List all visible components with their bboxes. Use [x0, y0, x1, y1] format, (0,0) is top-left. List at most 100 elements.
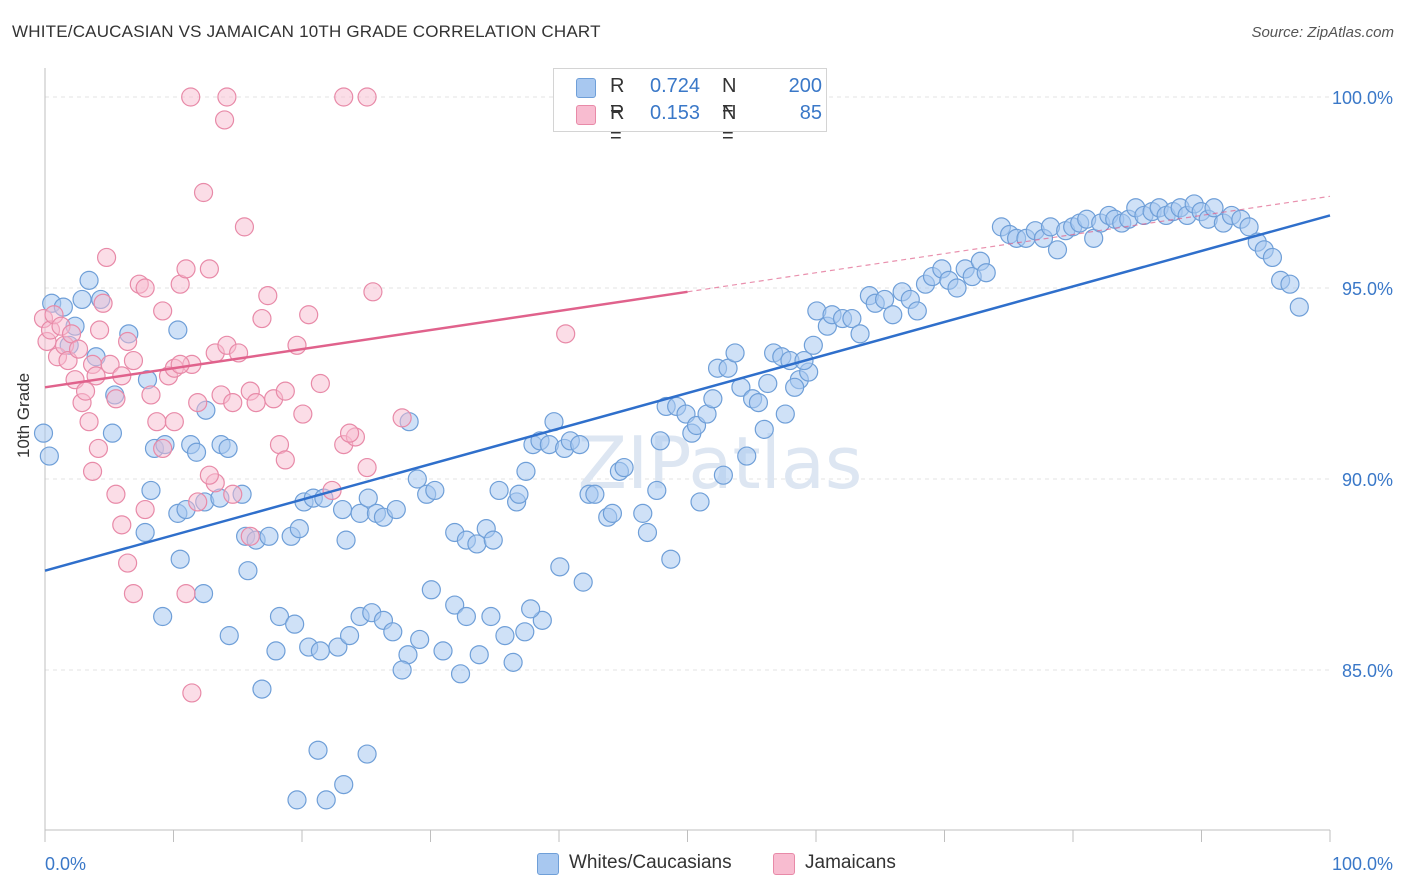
- whites-trendline: [44, 214, 1331, 572]
- jamaicans-legend-swatch: [773, 853, 795, 875]
- y-axis-label: 10th Grade: [14, 372, 33, 458]
- jamaicans-point: [275, 381, 295, 401]
- jamaicans-point: [147, 412, 167, 432]
- whites-point: [407, 469, 427, 489]
- whites-point: [850, 324, 870, 344]
- whites-point: [310, 641, 330, 661]
- jamaicans-point: [82, 461, 103, 481]
- whites-point: [450, 664, 471, 684]
- whites-point: [153, 606, 173, 627]
- whites-point: [532, 610, 552, 630]
- jamaicans-trendline-extension: [687, 195, 1331, 293]
- whites-point: [637, 522, 658, 543]
- jamaicans-point: [100, 354, 120, 374]
- jamaicans-point: [89, 320, 110, 340]
- whites-point: [842, 308, 862, 329]
- jamaicans-point: [339, 423, 360, 443]
- x-tick-label: 0.0%: [45, 854, 86, 874]
- whites-point: [383, 622, 403, 642]
- whites-point: [748, 393, 769, 413]
- whites-point: [661, 549, 681, 569]
- jamaicans-point: [75, 381, 96, 401]
- jamaicans-point: [112, 515, 132, 535]
- jamaicans-point: [176, 259, 196, 279]
- whites-point: [386, 499, 406, 520]
- jamaicans-point: [135, 499, 155, 520]
- jamaicans-point: [118, 331, 138, 352]
- whites-point: [289, 519, 309, 539]
- whites-point: [421, 580, 441, 600]
- jamaicans-trendline: [44, 290, 688, 389]
- jamaicans-point: [93, 293, 113, 313]
- n-value: 200: [788, 75, 822, 97]
- jamaicans-point: [223, 484, 243, 504]
- jamaicans-point: [68, 339, 89, 359]
- whites-point: [219, 626, 239, 646]
- whites-point: [358, 488, 378, 508]
- jamaicans-point: [123, 583, 144, 604]
- whites-point: [650, 431, 670, 451]
- whites-point: [339, 626, 360, 646]
- whites-point: [252, 679, 272, 699]
- whites-point: [425, 480, 445, 501]
- whites-point: [328, 637, 348, 657]
- jamaicans-point: [135, 278, 155, 298]
- jamaicans-point: [79, 412, 99, 432]
- jamaicans-point: [199, 259, 219, 279]
- whites-legend-swatch: [537, 853, 559, 875]
- whites-point: [33, 423, 54, 443]
- jamaicans-point: [164, 412, 184, 432]
- jamaicans-point: [153, 301, 173, 321]
- jamaicans-point: [240, 526, 260, 546]
- whites-point: [469, 645, 489, 665]
- whites-point: [489, 480, 509, 501]
- whites-point: [550, 557, 570, 577]
- jamaicans-point: [363, 282, 383, 302]
- whites-point: [516, 461, 536, 481]
- jamaicans-point: [334, 87, 354, 107]
- chart-title: WHITE/CAUCASIAN VS JAMAICAN 10TH GRADE C…: [12, 22, 601, 41]
- whites-point: [218, 438, 238, 459]
- whites-point: [758, 373, 778, 394]
- jamaicans-point: [275, 450, 295, 470]
- jamaicans-point: [188, 393, 208, 413]
- whites-point: [573, 572, 593, 592]
- jamaicans-point: [299, 305, 319, 325]
- whites-point: [754, 419, 774, 439]
- whites-point: [503, 652, 523, 672]
- whites-point: [495, 626, 515, 646]
- whites-point: [976, 263, 996, 283]
- whites-point: [266, 641, 286, 661]
- whites-point: [521, 599, 541, 619]
- stats-legend: R = 0.724 N = 200 R = 0.153 N = 85: [553, 68, 827, 147]
- whites-point: [1289, 297, 1309, 317]
- jamaicans-point: [217, 87, 237, 107]
- jamaicans-point: [193, 182, 214, 203]
- whites-point: [334, 774, 354, 795]
- source-label: Source: ZipAtlas.com: [1251, 24, 1394, 41]
- y-tick-label: 85.0%: [1342, 661, 1393, 681]
- whites-swatch: [576, 78, 596, 98]
- whites-point: [1047, 240, 1068, 260]
- y-tick-label: 95.0%: [1342, 279, 1393, 299]
- whites-point: [285, 614, 305, 634]
- whites-point: [481, 606, 501, 627]
- jamaicans-point: [293, 404, 313, 424]
- n-label: N =: [722, 75, 737, 120]
- jamaicans-point: [357, 87, 377, 107]
- x-tick-label: 100.0%: [1332, 854, 1393, 874]
- jamaicans-point: [556, 324, 576, 344]
- whites-point: [168, 320, 188, 340]
- y-tick-label: 90.0%: [1342, 470, 1393, 490]
- whites-point: [259, 526, 279, 546]
- whites-point: [445, 595, 465, 615]
- jamaicans-point: [176, 583, 196, 604]
- jamaicans-point: [153, 438, 173, 459]
- whites-point: [602, 503, 623, 523]
- whites-point: [357, 744, 377, 764]
- whites-point: [287, 790, 307, 810]
- whites-point: [907, 301, 927, 321]
- jamaicans-point: [357, 457, 377, 478]
- whites-point: [410, 629, 430, 650]
- jamaicans-point: [170, 354, 190, 374]
